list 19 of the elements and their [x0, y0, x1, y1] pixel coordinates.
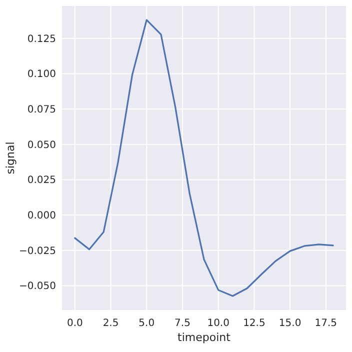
x-tick-label: 17.5	[314, 318, 338, 329]
y-tick-label: 0.025	[27, 175, 56, 186]
line-series	[74, 19, 334, 297]
x-tick-label: 10.0	[207, 318, 230, 329]
x-tick-label: 7.5	[174, 318, 190, 329]
x-tick-label: 15.0	[278, 318, 302, 329]
x-axis-title: timepoint	[178, 331, 232, 344]
x-tick-label: 0.0	[66, 318, 83, 329]
x-tick-label: 2.5	[102, 318, 119, 329]
y-tick-label: 0.075	[27, 104, 56, 116]
x-tick-label: 5.0	[138, 318, 155, 329]
y-tick-label: −0.050	[18, 281, 56, 292]
x-tick-label: 12.5	[243, 318, 266, 329]
y-tick-label: 0.000	[27, 210, 56, 222]
y-axis-title: signal	[4, 142, 17, 174]
y-tick-label: 0.125	[27, 34, 56, 45]
y-tick-label: −0.025	[18, 246, 56, 257]
y-tick-label: 0.100	[27, 69, 56, 80]
y-tick-label: 0.050	[27, 140, 56, 151]
